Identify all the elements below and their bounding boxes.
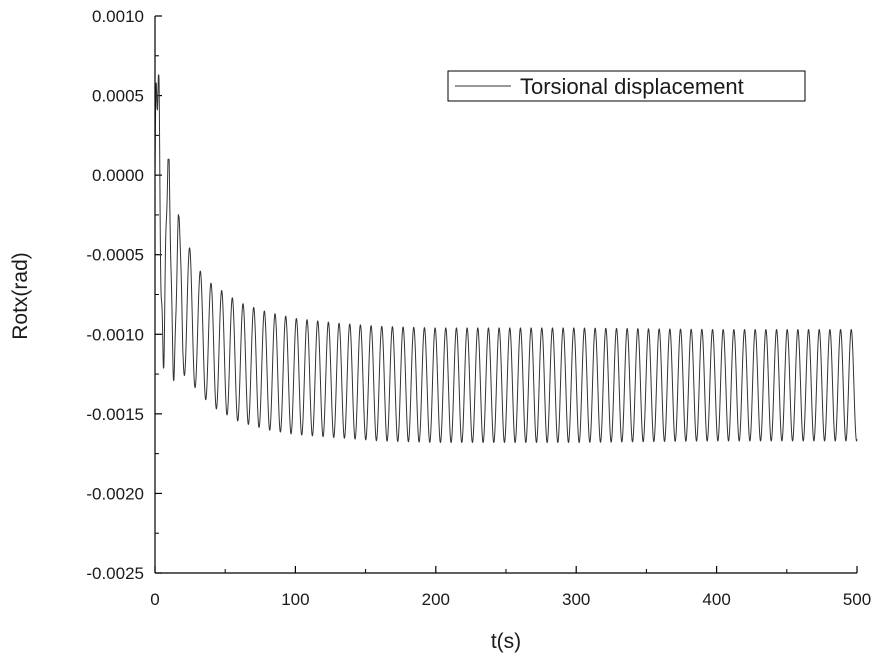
y-tick-label: 0.0000 bbox=[92, 166, 144, 185]
y-axis-ticks: 0.0010 0.0005 0.0000 -0.0005 -0.0010 -0.0015 -… bbox=[86, 7, 162, 583]
series-line-torsional-displacement bbox=[154, 74, 858, 443]
y-axis-title: Rotx(rad) bbox=[9, 252, 32, 340]
y-tick-label: 0.0005 bbox=[92, 87, 144, 106]
x-axis-title: t(s) bbox=[491, 630, 521, 653]
y-tick-label: -0.0010 bbox=[86, 325, 144, 344]
y-tick-label: -0.0020 bbox=[86, 484, 144, 503]
x-tick-label: 200 bbox=[422, 590, 450, 609]
y-tick-label: 0.0010 bbox=[92, 7, 144, 26]
x-tick-label: 100 bbox=[281, 590, 309, 609]
legend-label: Torsional displacement bbox=[520, 74, 744, 99]
y-tick-label: -0.0025 bbox=[86, 564, 144, 583]
y-tick-label: -0.0015 bbox=[86, 405, 144, 424]
x-tick-label: 500 bbox=[843, 590, 871, 609]
y-tick-label: -0.0005 bbox=[86, 246, 144, 265]
x-tick-label: 400 bbox=[702, 590, 730, 609]
x-axis-ticks: 0 100 200 300 400 500 bbox=[150, 566, 871, 609]
x-tick-label: 0 bbox=[150, 590, 159, 609]
x-tick-label: 300 bbox=[562, 590, 590, 609]
legend: Torsional displacement bbox=[447, 70, 806, 102]
